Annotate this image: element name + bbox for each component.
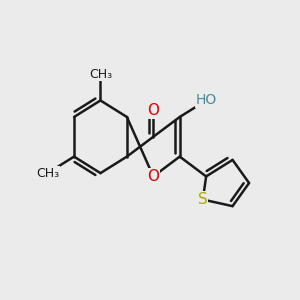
- Text: S: S: [198, 192, 208, 207]
- Text: CH₃: CH₃: [89, 68, 112, 80]
- Text: CH₃: CH₃: [36, 167, 59, 180]
- Text: O: O: [147, 169, 159, 184]
- Text: O: O: [147, 103, 159, 118]
- Text: HO: HO: [196, 94, 217, 107]
